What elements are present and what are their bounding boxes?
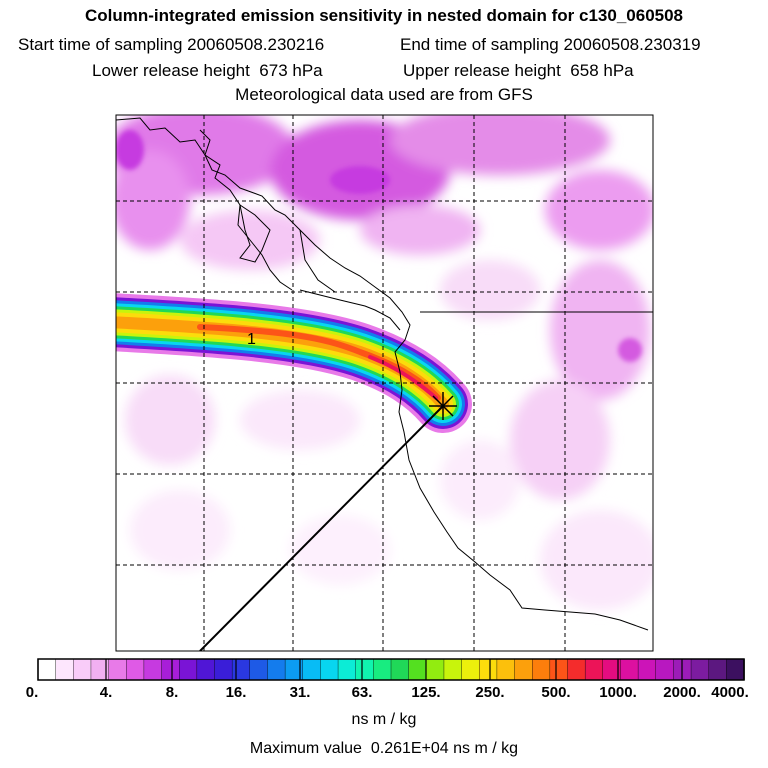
- colorbar-tick-label: 31.: [289, 684, 311, 701]
- lower-height-value: 673 hPa: [259, 61, 323, 80]
- colorbar-tick-label: 250.: [475, 684, 505, 701]
- start-time-value: 20060508.230216: [187, 35, 325, 54]
- upper-height-label: Upper release height 658 hPa: [403, 61, 634, 80]
- release-point-marker: [429, 392, 457, 420]
- colorbar-tick-label: 4000.: [711, 684, 749, 701]
- map-frame: [115, 114, 654, 652]
- lower-height-label: Lower release height 673 hPa: [92, 61, 323, 80]
- plume: [116, 293, 472, 433]
- colorbar-unit: ns m / kg: [351, 711, 417, 728]
- end-time-value: 20060508.230319: [563, 35, 701, 54]
- chart-title: Column-integrated emission sensitivity i…: [84, 6, 684, 25]
- background-sensitivity-field: [116, 115, 653, 610]
- coastline-sound: [299, 229, 336, 293]
- start-time-label: Start time of sampling 20060508.230216: [18, 35, 325, 54]
- colorbar-tick-label: 0.: [25, 684, 39, 701]
- max-value: Maximum value 0.261E+04 ns m / kg: [249, 740, 519, 757]
- colorbar-tick-label: 4.: [99, 684, 113, 701]
- colorbar-tick-label: 63.: [351, 684, 373, 701]
- flight-track: [199, 405, 444, 651]
- coastline: [116, 117, 649, 631]
- colorbar-tick-label: 2000.: [663, 684, 701, 701]
- colorbar-tick-label: 8.: [165, 684, 179, 701]
- colorbar-tick-label: 125.: [411, 684, 441, 701]
- colorbar-tick-label: 16.: [225, 684, 247, 701]
- colorbar-tick-label: 1000.: [599, 684, 637, 701]
- border: [299, 289, 401, 331]
- island: [239, 203, 271, 263]
- plume-label: 1: [247, 331, 256, 348]
- upper-height-value: 658 hPa: [570, 61, 634, 80]
- end-time-label: End time of sampling 20060508.230319: [400, 35, 701, 54]
- lat-lon-grid: [116, 115, 653, 651]
- colorbar-tick-label: 500.: [541, 684, 571, 701]
- met-data-note: Meteorological data used are from GFS: [235, 85, 533, 104]
